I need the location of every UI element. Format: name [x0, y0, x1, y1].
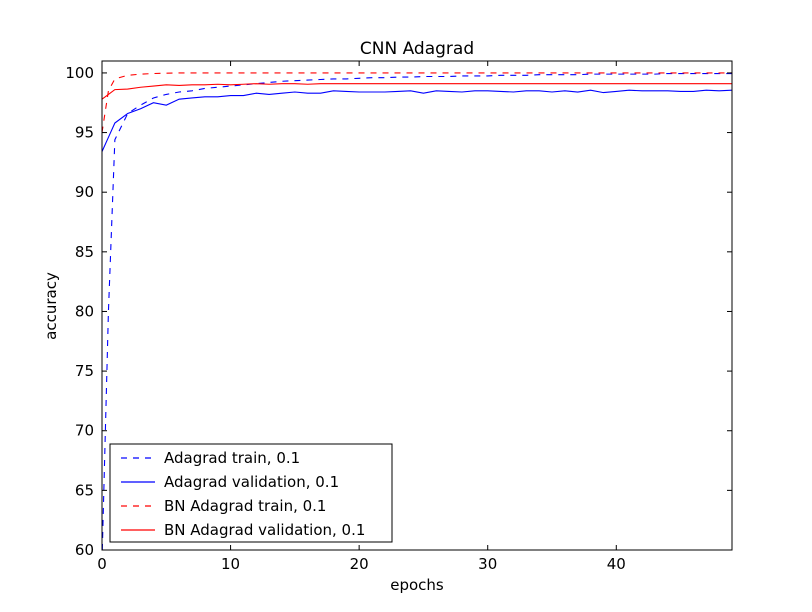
- y-tick-label: 60: [75, 541, 94, 559]
- y-tick-label: 90: [75, 183, 94, 201]
- y-tick-label: 100: [65, 64, 94, 82]
- y-axis-label: accuracy: [42, 272, 60, 340]
- x-tick-label: 0: [97, 555, 107, 573]
- legend-label: Adagrad train, 0.1: [164, 449, 300, 467]
- y-tick-label: 70: [75, 422, 94, 440]
- y-tick-label: 75: [75, 362, 94, 380]
- x-tick-label: 20: [350, 555, 369, 573]
- series-line-3: [102, 72, 732, 133]
- y-tick-label: 80: [75, 302, 94, 320]
- x-tick-label: 10: [221, 555, 240, 573]
- x-tick-label: 30: [478, 555, 497, 573]
- series-layer: [102, 72, 732, 550]
- y-tick-label: 95: [75, 124, 94, 142]
- x-tick-label: 40: [607, 555, 626, 573]
- plot-frame: [101, 60, 733, 551]
- legend-frame: [109, 443, 393, 543]
- legend-label: BN Adagrad train, 0.1: [164, 497, 326, 515]
- chart-title: CNN Adagrad: [360, 39, 474, 59]
- x-axis-label: epochs: [390, 576, 444, 594]
- legend-label: Adagrad validation, 0.1: [164, 473, 339, 491]
- series-line-2: [102, 89, 732, 152]
- legend-label: BN Adagrad validation, 0.1: [164, 521, 365, 539]
- y-axis: 60 65 70 75 80 85 90 95 100: [65, 64, 732, 559]
- y-tick-label: 65: [75, 481, 94, 499]
- series-line-4: [102, 83, 732, 100]
- y-tick-label: 85: [75, 243, 94, 261]
- x-axis: 0 10 20 30 40: [97, 61, 626, 573]
- legend: Adagrad train, 0.1 Adagrad validation, 0.…: [109, 443, 393, 543]
